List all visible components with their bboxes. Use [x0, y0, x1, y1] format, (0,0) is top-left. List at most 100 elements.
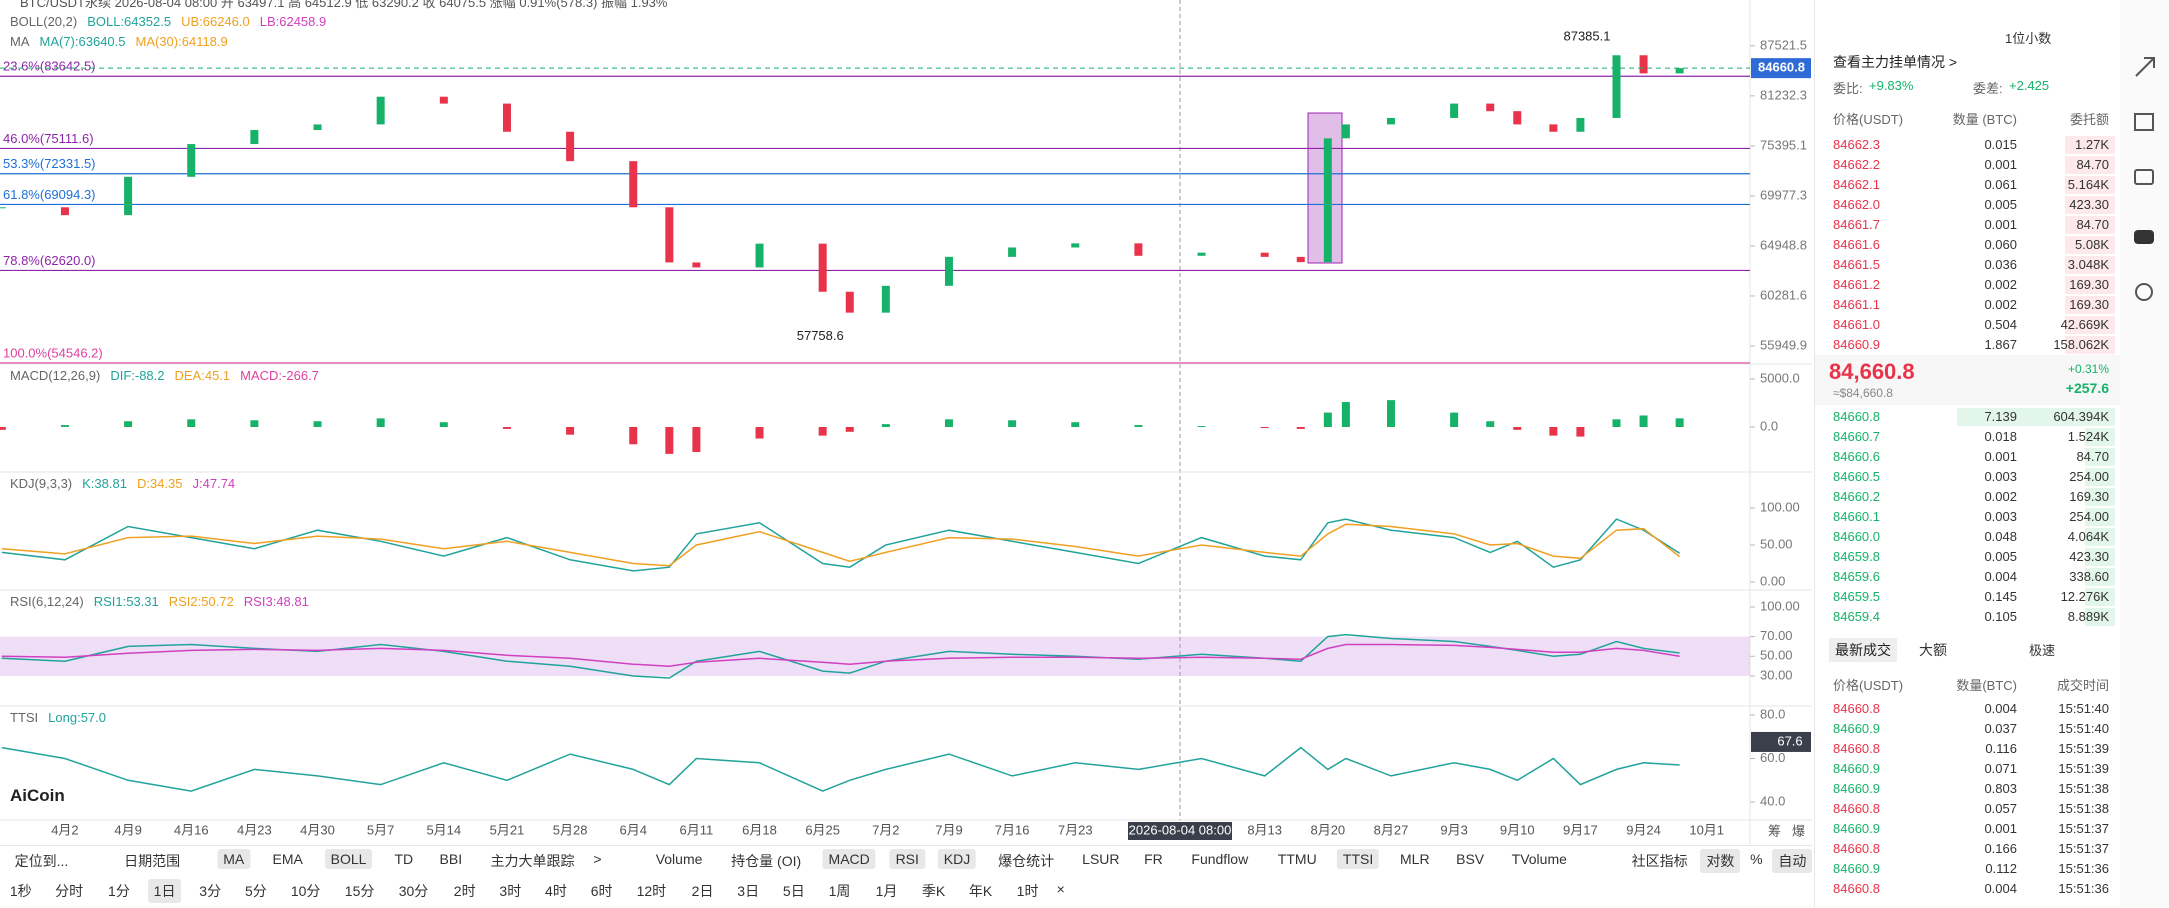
toolbar-button[interactable]: KDJ: [937, 849, 977, 869]
indicator-label: MACD:-266.7: [240, 368, 319, 383]
toolbar-button[interactable]: 1分: [108, 883, 130, 899]
main-orders-link[interactable]: 查看主力挂单情况 >: [1833, 54, 1958, 70]
toolbar-button[interactable]: 3分: [199, 883, 222, 899]
toolbar-button[interactable]: 主力大单跟踪: [490, 853, 575, 869]
toolbar-button[interactable]: 1秒: [9, 883, 32, 899]
toolbar-button[interactable]: 社区指标: [1631, 853, 1688, 869]
toolbar-button[interactable]: BSV: [1456, 851, 1485, 867]
indicator-label: MA: [10, 34, 30, 49]
decimals-select[interactable]: 1位小数: [2005, 31, 2052, 46]
toolbar-button[interactable]: MACD: [822, 849, 876, 869]
trade-cell: 0.116: [1985, 741, 2017, 756]
toolbar-button[interactable]: TD: [394, 851, 414, 867]
toolbar-button[interactable]: 3日: [737, 883, 760, 899]
toolbar-button[interactable]: TTMU: [1277, 851, 1317, 867]
icon[interactable]: [2134, 169, 2154, 185]
toolbar-button[interactable]: 6时: [590, 883, 613, 899]
bid-cell: 84660.8: [1833, 409, 1880, 424]
bid-cell: 0.145: [1984, 589, 2017, 604]
macd-bar: [60, 425, 69, 428]
icon[interactable]: [2135, 283, 2153, 301]
ask-cell: 5.08K: [2075, 237, 2109, 252]
toolbar-button[interactable]: TVolume: [1511, 851, 1567, 867]
toolbar-button[interactable]: 2日: [691, 883, 714, 899]
toolbar-button[interactable]: 1日: [147, 879, 182, 903]
toolbar-button[interactable]: Volume: [655, 851, 703, 867]
toolbar-button[interactable]: 日期范围: [124, 853, 181, 869]
toolbar-button[interactable]: 年K: [968, 883, 993, 899]
toolbar-button[interactable]: 15分: [344, 883, 375, 899]
toolbar-button[interactable]: 季K: [921, 883, 946, 899]
toolbar-button[interactable]: >: [593, 851, 602, 867]
fib-label: 46.0%(75111.6): [3, 131, 94, 146]
toolbar-button[interactable]: 12时: [636, 883, 667, 899]
trade-tab-active[interactable]: 最新成交: [1829, 638, 1897, 662]
x-tick-label: 6月11: [680, 822, 714, 837]
ask-bg: [2065, 296, 2115, 314]
candle: [0, 207, 6, 209]
toolbar-button[interactable]: 30分: [398, 883, 429, 899]
trade-cell: 84660.9: [1833, 721, 1880, 736]
icon[interactable]: [2135, 57, 2155, 77]
bid-cell: 423.30: [2069, 549, 2109, 564]
toolbar-button[interactable]: 3时: [499, 883, 522, 899]
toolbar-button[interactable]: RSI: [889, 849, 925, 869]
ask-bg: [2065, 256, 2115, 274]
toolbar-button[interactable]: %: [1750, 851, 1763, 867]
x-tick-label: 6月25: [805, 822, 840, 837]
indicator-label: RSI(6,12,24): [10, 594, 84, 609]
icon[interactable]: [2134, 113, 2154, 131]
toolbar-button[interactable]: LSUR: [1082, 851, 1120, 867]
bid-bg: [2085, 588, 2115, 606]
rsi-band: [0, 636, 1750, 677]
toolbar-button[interactable]: 5分: [244, 883, 267, 899]
fast-toggle[interactable]: 极速: [2029, 643, 2056, 658]
ask-bg: [2065, 176, 2115, 194]
trade-tab[interactable]: 大额: [1919, 642, 1947, 658]
x-tick-label: 4月16: [174, 822, 209, 837]
fib-label: 53.3%(72331.5): [3, 156, 96, 171]
y-tick-label: 69977.3: [1760, 187, 1807, 202]
icon[interactable]: [2134, 230, 2154, 244]
ask-bg: [2065, 216, 2115, 234]
trade-cell: 84660.8: [1833, 841, 1880, 856]
toolbar-button[interactable]: Fundflow: [1191, 851, 1249, 867]
toolbar-button[interactable]: 4时: [545, 883, 567, 899]
toolbar-button[interactable]: 5日: [782, 883, 805, 899]
toolbar-button[interactable]: 分时: [55, 883, 84, 899]
ask-cell: 0.001: [1984, 217, 2017, 232]
toolbar-button[interactable]: 对数: [1700, 849, 1741, 873]
ask-bg: [2065, 196, 2115, 214]
toolbar-button[interactable]: 10分: [290, 883, 321, 899]
toolbar-button[interactable]: 定位到...: [14, 853, 69, 869]
candle: [250, 130, 259, 145]
indicator-labels: RSI(6,12,24) RSI1:53.31 RSI2:50.72 RSI3:48.…: [10, 594, 309, 609]
toolbar-button[interactable]: MLR: [1400, 851, 1430, 867]
toolbar-button[interactable]: 持仓量 (OI): [731, 853, 802, 869]
toolbar-button[interactable]: BOLL: [324, 849, 373, 869]
x-tick-label: 7月23: [1058, 822, 1093, 837]
macd-bar: [665, 427, 674, 454]
toolbar-button[interactable]: FR: [1144, 851, 1163, 867]
toolbar-button[interactable]: 1时: [1016, 883, 1039, 899]
toolbar-button[interactable]: EMA: [272, 851, 303, 867]
ask-cell: 84.70: [2076, 157, 2109, 172]
indicator-label: RSI3:48.81: [243, 594, 309, 609]
toolbar-button[interactable]: 1月: [875, 883, 898, 899]
macd-bar: [1323, 412, 1332, 428]
toolbar-button[interactable]: BBI: [439, 851, 463, 867]
candle: [1197, 252, 1206, 256]
indicator-label: TTSI: [10, 710, 39, 725]
toolbar-button[interactable]: MA: [217, 849, 251, 869]
macd-bar: [1296, 427, 1305, 429]
bid-cell: 84660.5: [1833, 469, 1880, 484]
ask-cell: 84662.0: [1833, 197, 1880, 212]
toolbar-button[interactable]: 1周: [828, 883, 851, 899]
toolbar-button[interactable]: 自动: [1772, 849, 1813, 873]
ask-cell: 0.504: [1984, 317, 2017, 332]
toolbar-button[interactable]: 爆仓统计: [998, 853, 1055, 869]
toolbar-button[interactable]: 2时: [453, 883, 476, 899]
toolbar-button[interactable]: TTSI: [1336, 849, 1380, 869]
toolbar-button[interactable]: ×: [1056, 881, 1065, 897]
indicator-label: Long:57.0: [48, 710, 107, 725]
